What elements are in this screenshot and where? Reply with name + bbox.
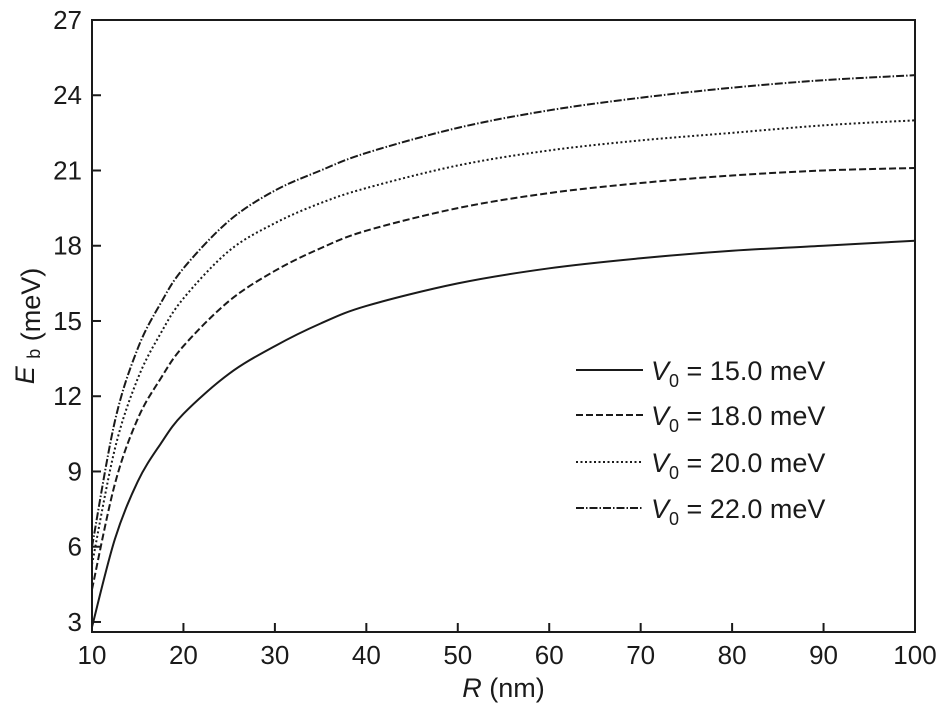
- y-tick-label: 9: [68, 456, 82, 486]
- legend-value-text: = 22.0 meV: [679, 494, 825, 524]
- legend-subscript: 0: [669, 371, 679, 391]
- y-tick-label: 27: [53, 5, 82, 35]
- x-tick-label: 40: [352, 640, 381, 670]
- x-tick-label: 90: [809, 640, 838, 670]
- series-line-2: [91, 166, 916, 590]
- legend-label-4: V0 = 22.0 meV: [651, 494, 825, 529]
- legend-value-text: = 18.0 meV: [679, 401, 825, 431]
- y-axis-ticks: 3 6 9 12 15 18 21 24 27: [53, 5, 101, 637]
- legend-value-text: = 20.0 meV: [679, 448, 825, 478]
- y-tick-label: 6: [68, 532, 82, 562]
- y-axis-variable: E: [10, 365, 40, 384]
- y-axis-title: E b (meV): [10, 268, 46, 385]
- legend-variable: V: [651, 448, 672, 478]
- legend-subscript: 0: [669, 463, 679, 483]
- legend-subscript: 0: [669, 509, 679, 529]
- plot-frame: [91, 19, 916, 633]
- legend-label-3: V0 = 20.0 meV: [651, 448, 825, 483]
- y-tick-label: 21: [53, 155, 82, 185]
- y-tick-label: 15: [53, 306, 82, 336]
- y-tick-label: 3: [68, 607, 82, 637]
- legend-label-2: V0 = 18.0 meV: [651, 401, 825, 436]
- x-tick-label: 50: [443, 640, 472, 670]
- y-axis-subscript: b: [24, 349, 44, 359]
- series-line-3: [91, 119, 916, 565]
- x-tick-label: 60: [535, 640, 564, 670]
- x-axis-title: R (nm): [462, 673, 545, 703]
- legend-value-text: = 15.0 meV: [679, 356, 825, 386]
- legend-variable: V: [651, 494, 672, 524]
- x-axis-ticks: 10 20 30 40 50 60 70 80 90 100: [78, 623, 937, 670]
- legend-variable: V: [651, 401, 672, 431]
- x-tick-label: 20: [169, 640, 198, 670]
- x-tick-label: 80: [718, 640, 747, 670]
- x-tick-label: 100: [893, 640, 936, 670]
- legend-variable: V: [651, 356, 672, 386]
- series-line-4: [91, 74, 916, 547]
- x-tick-label: 30: [260, 640, 289, 670]
- x-tick-label: 70: [626, 640, 655, 670]
- legend-label-1: V0 = 15.0 meV: [651, 356, 825, 391]
- y-tick-label: 18: [53, 231, 82, 261]
- y-tick-label: 12: [53, 381, 82, 411]
- series-group: [91, 74, 916, 628]
- x-tick-label: 10: [78, 640, 107, 670]
- x-axis-unit: (nm): [489, 673, 545, 703]
- y-axis-unit: (meV): [16, 268, 46, 342]
- legend-subscript: 0: [669, 416, 679, 436]
- x-axis-variable: R: [462, 673, 482, 703]
- series-line-1: [91, 239, 916, 628]
- y-tick-label: 24: [53, 80, 82, 110]
